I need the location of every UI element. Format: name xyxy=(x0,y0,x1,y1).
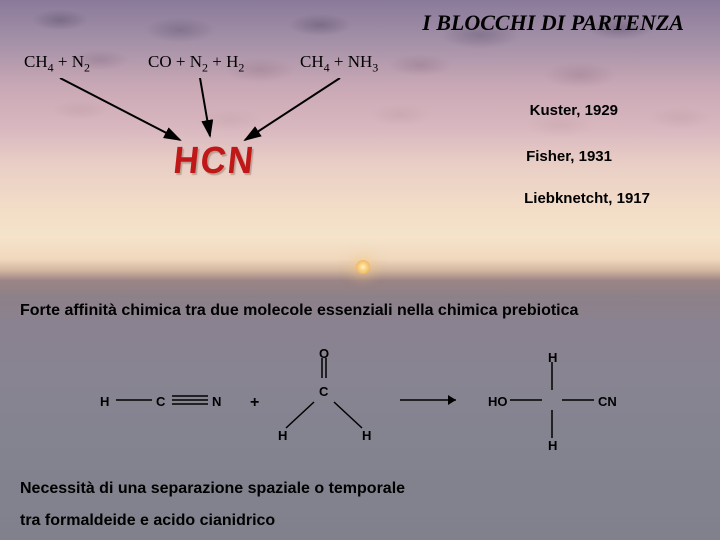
formula-1: CH4 + N2 xyxy=(24,52,90,75)
arrows-to-hcn xyxy=(20,78,420,178)
reference-kuster: Kuster, 1929 xyxy=(530,102,618,119)
main-text: Forte affinità chimica tra due molecole … xyxy=(20,302,578,320)
bottom-text-1: Necessità di una separazione spaziale o … xyxy=(20,480,405,498)
reaction-diagram xyxy=(100,350,620,450)
slide-content: I BLOCCHI DI PARTENZA CH4 + N2 CO + N2 +… xyxy=(0,0,720,540)
reference-fisher: Fisher, 1931 xyxy=(526,148,612,165)
bottom-text-2: tra formaldeide e acido cianidrico xyxy=(20,512,275,530)
slide-title: I BLOCCHI DI PARTENZA xyxy=(422,10,684,36)
reference-liebknetcht: Liebknetcht, 1917 xyxy=(524,190,650,207)
formula-2: CO + N2 + H2 xyxy=(148,52,244,75)
formula-3: CH4 + NH3 xyxy=(300,52,378,75)
